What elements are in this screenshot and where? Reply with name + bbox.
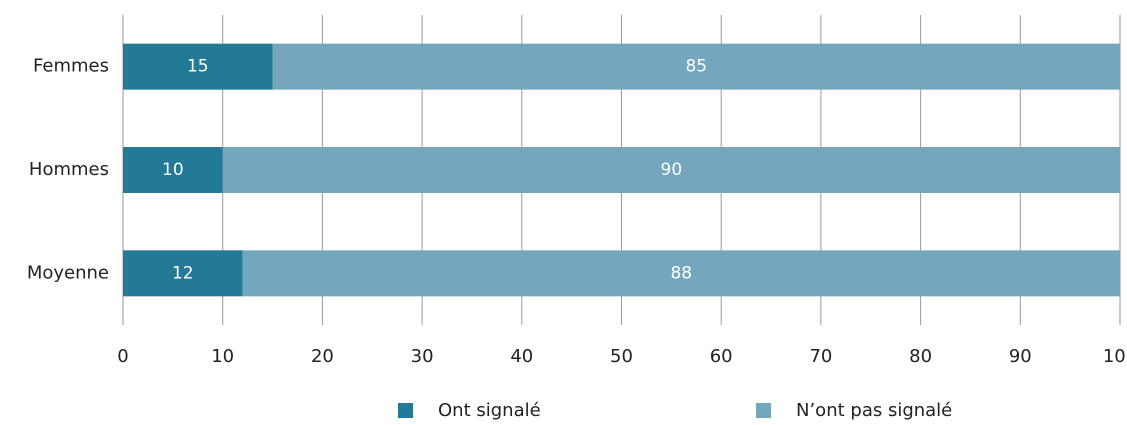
- legend-label: N’ont pas signalé: [796, 400, 952, 421]
- legend-swatch: [756, 403, 771, 418]
- x-tick-label: 100: [1103, 346, 1127, 367]
- x-tick-label: 40: [510, 346, 533, 367]
- x-tick-label: 80: [909, 346, 932, 367]
- legend-label: Ont signalé: [438, 400, 541, 421]
- x-tick-label: 90: [1009, 346, 1032, 367]
- bar: [123, 43, 273, 90]
- value-label: 10: [162, 160, 184, 180]
- legend-swatch: [398, 403, 413, 418]
- value-label: 90: [661, 160, 683, 180]
- x-tick-label: 50: [610, 346, 633, 367]
- value-label: 88: [670, 263, 692, 283]
- x-tick-label: 70: [809, 346, 832, 367]
- bar: [272, 43, 1120, 90]
- y-tick-label: Hommes: [29, 159, 109, 180]
- y-tick-label: Femmes: [33, 56, 109, 77]
- x-tick-label: 60: [710, 346, 733, 367]
- value-label: 15: [187, 57, 209, 77]
- y-tick-label: Moyenne: [27, 262, 109, 283]
- x-tick-label: 30: [411, 346, 434, 367]
- x-tick-label: 10: [211, 346, 234, 367]
- value-label: 85: [685, 57, 707, 77]
- x-tick-label: 20: [311, 346, 334, 367]
- bar: [123, 250, 243, 297]
- value-label: 12: [172, 263, 194, 283]
- bar: [123, 147, 223, 193]
- bar: [242, 250, 1120, 297]
- x-tick-label: 0: [117, 346, 128, 367]
- bar: [222, 147, 1120, 193]
